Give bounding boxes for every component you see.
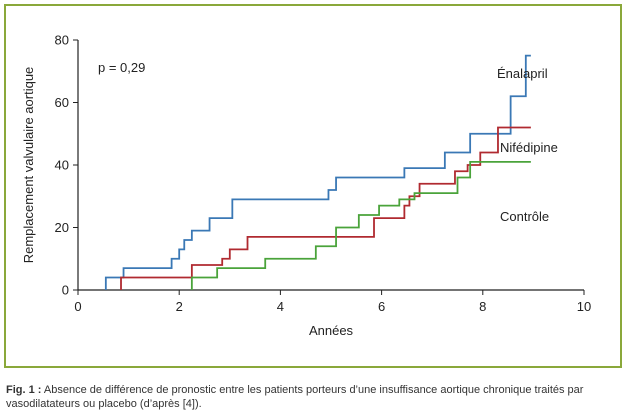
chart-series	[104, 54, 531, 290]
x-tick-label: 8	[479, 299, 486, 314]
x-tick-label: 2	[176, 299, 183, 314]
y-axis-ticks: 0 20 40 60 80	[55, 33, 78, 298]
series-line-nifedipine	[120, 126, 531, 290]
x-tick-label: 0	[74, 299, 81, 314]
series-line-enalapril	[104, 54, 531, 290]
x-tick-label: 4	[277, 299, 284, 314]
x-axis-title: Années	[309, 323, 354, 338]
caption-label: Fig. 1 :	[6, 384, 42, 396]
x-tick-label: 6	[378, 299, 385, 314]
caption-text: Absence de différence de pronostic entre…	[6, 384, 584, 410]
x-tick-label: 10	[577, 299, 591, 314]
y-axis-title: Remplacement valvulaire aortique	[21, 67, 36, 264]
figure-caption: Fig. 1 : Absence de différence de pronos…	[6, 383, 622, 411]
figure-frame: 0 2 4 6 8 10 0 20 40 60 80 Années Remplacement va…	[4, 4, 622, 368]
y-tick-label: 80	[55, 33, 69, 48]
y-tick-label: 20	[55, 220, 69, 235]
series-labels: Énalapril Nifédipine Contrôle	[497, 66, 558, 224]
y-tick-label: 60	[55, 95, 69, 110]
x-axis-ticks: 0 2 4 6 8 10	[74, 290, 591, 314]
series-label-nifedipine: Nifédipine	[500, 140, 558, 155]
y-tick-label: 0	[62, 283, 69, 298]
y-tick-label: 40	[55, 158, 69, 173]
series-line-controle	[190, 160, 531, 290]
p-value-annotation: p = 0,29	[98, 60, 145, 75]
series-label-controle: Contrôle	[500, 209, 549, 224]
series-label-enalapril: Énalapril	[497, 66, 548, 81]
survival-chart: 0 2 4 6 8 10 0 20 40 60 80 Années Remplacement va…	[21, 33, 591, 339]
